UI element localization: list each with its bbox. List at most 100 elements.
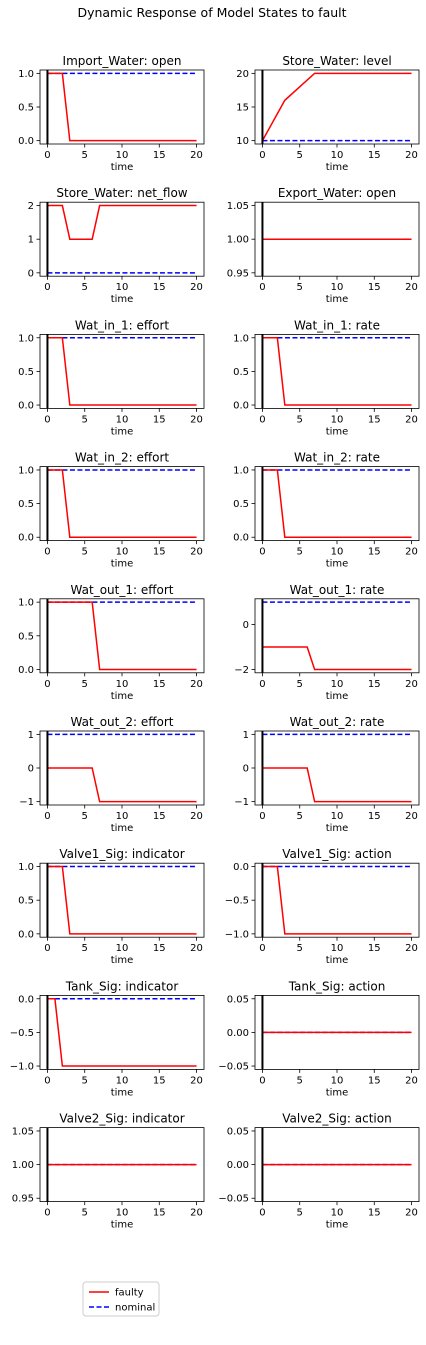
y-tick-label: 1: [28, 730, 34, 741]
subplot-wat-in-1-effort: Wat_in_1: effort 0 5 10 15 20 0.0 0.5 1.0 time: [18, 318, 205, 437]
x-tick-label: 5: [297, 547, 303, 558]
series-line-faulty: [261, 72, 412, 142]
x-tick-label: 5: [297, 943, 303, 954]
x-tick-label: 5: [82, 1208, 88, 1219]
x-tick-label: 10: [116, 414, 129, 425]
x-tick-label: 10: [331, 150, 344, 161]
x-tick-label: 15: [153, 811, 166, 822]
y-tick-label: 1.0: [233, 465, 249, 476]
x-tick-label: 10: [116, 1208, 129, 1219]
subplot-title: Wat_out_1: effort: [71, 583, 174, 597]
x-tick-label: 0: [44, 547, 50, 558]
subplot-wat-out-2-effort: Wat_out_2: effort 0 5 10 15 20 −1 0 1 time: [19, 715, 205, 834]
axes-frame: [254, 333, 420, 409]
y-tick-label: 1.0: [18, 862, 34, 873]
subplot-title: Tank_Sig: indicator: [65, 979, 179, 993]
x-tick-label: 10: [116, 679, 129, 690]
series-line-faulty: [47, 337, 197, 406]
y-tick-label: 0.5: [18, 499, 34, 510]
subplot-wat-out-1-effort: Wat_out_1: effort 0 5 10 15 20 0.0 0.5 1.0 time: [18, 583, 205, 702]
y-tick-label: 15: [236, 103, 249, 114]
subplot-title: Valve2_Sig: indicator: [59, 1112, 184, 1126]
series-line-faulty: [47, 998, 197, 1067]
x-tick-label: 10: [116, 547, 129, 558]
y-tick-label: 1.05: [12, 1126, 34, 1137]
x-tick-label: 0: [259, 1208, 265, 1219]
subplot-title: Wat_in_1: effort: [75, 318, 170, 332]
x-axis-label: time: [111, 162, 134, 173]
x-axis-label: time: [111, 559, 134, 570]
x-axis-label: time: [326, 1220, 349, 1231]
axes-frame: [254, 69, 420, 145]
y-tick-label: −1.0: [10, 1062, 34, 1073]
subplot-valve1-sig-indicator: Valve1_Sig: indicator 0 5 10 15 20 0.0 0.5 1.0 ti…: [18, 847, 205, 966]
y-tick-label: 0.5: [18, 631, 34, 642]
x-tick-label: 5: [82, 414, 88, 425]
y-tick-label: 1.0: [18, 333, 34, 344]
x-tick-label: 20: [190, 943, 203, 954]
x-tick-label: 0: [44, 150, 50, 161]
y-tick-label: −2: [234, 665, 249, 676]
y-tick-label: 0.0: [18, 136, 34, 147]
x-tick-label: 5: [82, 150, 88, 161]
x-axis-label: time: [326, 426, 349, 437]
x-tick-label: 0: [259, 282, 265, 293]
x-tick-label: 0: [259, 679, 265, 690]
y-tick-label: 0.00: [227, 1028, 249, 1039]
x-tick-label: 15: [368, 1075, 381, 1086]
y-tick-label: 0.00: [227, 1160, 249, 1171]
y-tick-label: 20: [236, 69, 249, 80]
x-tick-label: 10: [116, 282, 129, 293]
subplot-title: Valve2_Sig: action: [282, 1112, 391, 1126]
series-line-faulty: [47, 204, 197, 240]
y-tick-label: 0.5: [233, 367, 249, 378]
x-tick-label: 20: [190, 1075, 203, 1086]
subplot-title: Wat_out_1: rate: [290, 583, 385, 597]
x-tick-label: 15: [153, 1208, 166, 1219]
x-axis-label: time: [326, 1087, 349, 1098]
x-axis-label: time: [111, 1220, 134, 1231]
subplot-title: Store_Water: net_flow: [56, 186, 187, 200]
x-tick-label: 20: [405, 943, 418, 954]
x-tick-label: 0: [44, 811, 50, 822]
series-line-faulty: [47, 469, 197, 538]
y-tick-label: 0.0: [18, 401, 34, 412]
x-tick-label: 5: [297, 282, 303, 293]
axes-frame: [39, 598, 205, 674]
x-tick-label: 5: [82, 943, 88, 954]
x-tick-label: 20: [190, 679, 203, 690]
x-tick-label: 10: [116, 943, 129, 954]
axes-frame: [39, 466, 205, 542]
subplot-title: Valve1_Sig: action: [282, 847, 391, 861]
subplot-valve1-sig-action: Valve1_Sig: action 0 5 10 15 20 −1.0 −0.5 0.0 tim…: [225, 847, 420, 966]
x-tick-label: 15: [153, 679, 166, 690]
y-tick-label: 1.05: [227, 201, 249, 212]
x-tick-label: 15: [368, 547, 381, 558]
y-tick-label: −1: [19, 797, 34, 808]
subplot-store-water-net-flow: Store_Water: net_flow 0 5 10 15 20 0 1 2 time: [28, 186, 205, 305]
y-tick-label: 10: [236, 136, 249, 147]
x-axis-label: time: [111, 955, 134, 966]
legend-label-nominal: nominal: [115, 1303, 155, 1314]
x-tick-label: 20: [405, 150, 418, 161]
x-tick-label: 0: [44, 679, 50, 690]
x-tick-label: 20: [405, 679, 418, 690]
subplot-title: Wat_out_2: effort: [71, 715, 174, 729]
y-tick-label: 0.95: [12, 1194, 34, 1205]
subplot-wat-in-1-rate: Wat_in_1: rate 0 5 10 15 20 0.0 0.5 1.0 time: [233, 318, 420, 437]
x-tick-label: 0: [44, 414, 50, 425]
subplot-title: Valve1_Sig: indicator: [59, 847, 184, 861]
subplot-wat-in-2-effort: Wat_in_2: effort 0 5 10 15 20 0.0 0.5 1.0 time: [18, 451, 205, 570]
x-axis-label: time: [111, 823, 134, 834]
y-tick-label: 1: [28, 235, 34, 246]
x-tick-label: 15: [153, 282, 166, 293]
y-tick-label: 0.5: [233, 499, 249, 510]
series-line-faulty: [262, 646, 412, 671]
subplot-tank-sig-action: Tank_Sig: action 0 5 10 15 20 −0.05 0.00 0.05 tim…: [218, 979, 420, 1098]
x-tick-label: 10: [331, 547, 344, 558]
x-tick-label: 15: [368, 679, 381, 690]
y-tick-label: 0.5: [18, 103, 34, 114]
series-line-faulty: [262, 767, 412, 803]
x-axis-label: time: [326, 162, 349, 173]
